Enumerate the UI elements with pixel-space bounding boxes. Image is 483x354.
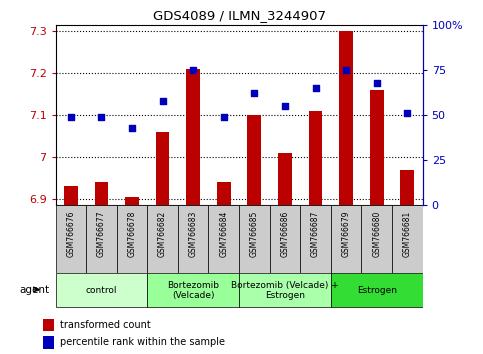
Bar <box>147 205 178 273</box>
Text: GSM766678: GSM766678 <box>128 211 137 257</box>
Point <box>403 110 411 116</box>
Text: GSM766684: GSM766684 <box>219 211 228 257</box>
Bar <box>178 205 209 273</box>
Text: Estrogen: Estrogen <box>357 286 397 295</box>
Bar <box>147 273 239 307</box>
Bar <box>86 205 117 273</box>
Bar <box>370 90 384 205</box>
Bar <box>239 273 331 307</box>
Bar <box>270 205 300 273</box>
Text: GSM766681: GSM766681 <box>403 211 412 257</box>
Title: GDS4089 / ILMN_3244907: GDS4089 / ILMN_3244907 <box>153 9 326 22</box>
Bar <box>217 182 231 205</box>
Bar <box>392 205 423 273</box>
Text: GSM766676: GSM766676 <box>66 211 75 257</box>
Bar <box>43 336 54 349</box>
Text: Bortezomib
(Velcade): Bortezomib (Velcade) <box>167 281 219 300</box>
Text: GSM766687: GSM766687 <box>311 211 320 257</box>
Text: control: control <box>85 286 117 295</box>
Bar <box>278 153 292 205</box>
Text: Bortezomib (Velcade) +
Estrogen: Bortezomib (Velcade) + Estrogen <box>231 281 339 300</box>
Point <box>159 98 167 103</box>
Bar <box>300 205 331 273</box>
Bar <box>117 205 147 273</box>
Bar <box>247 115 261 205</box>
Bar <box>309 111 323 205</box>
Point <box>312 85 319 91</box>
Point <box>373 80 381 85</box>
Bar <box>64 187 78 205</box>
Bar <box>56 205 86 273</box>
Point <box>281 103 289 109</box>
Bar <box>186 69 200 205</box>
Point <box>128 125 136 131</box>
Point <box>67 114 75 120</box>
Text: GSM766685: GSM766685 <box>250 211 259 257</box>
Bar <box>331 205 361 273</box>
Point <box>342 67 350 73</box>
Bar <box>43 319 54 331</box>
Bar <box>339 31 353 205</box>
Text: GSM766680: GSM766680 <box>372 211 381 257</box>
Bar <box>361 205 392 273</box>
Point <box>189 67 197 73</box>
Bar <box>400 170 414 205</box>
Bar <box>209 205 239 273</box>
Bar <box>56 273 147 307</box>
Point <box>220 114 227 120</box>
Bar <box>125 197 139 205</box>
Point <box>251 91 258 96</box>
Bar <box>331 273 423 307</box>
Bar <box>95 182 108 205</box>
Text: GSM766682: GSM766682 <box>158 211 167 257</box>
Text: transformed count: transformed count <box>60 320 151 330</box>
Text: GSM766677: GSM766677 <box>97 211 106 257</box>
Text: GSM766683: GSM766683 <box>189 211 198 257</box>
Bar <box>156 132 170 205</box>
Bar <box>239 205 270 273</box>
Text: percentile rank within the sample: percentile rank within the sample <box>60 337 225 347</box>
Text: agent: agent <box>19 285 50 295</box>
Text: GSM766686: GSM766686 <box>281 211 289 257</box>
Point <box>98 114 105 120</box>
Text: GSM766679: GSM766679 <box>341 211 351 257</box>
